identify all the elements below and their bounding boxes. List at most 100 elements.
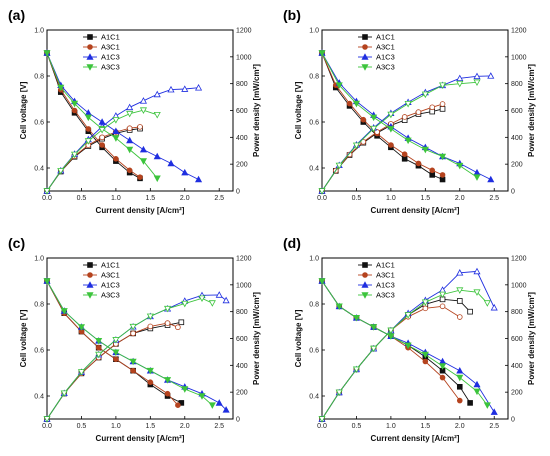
y2-tick-label: 800 bbox=[511, 309, 523, 316]
voltage-point bbox=[147, 379, 154, 386]
voltage-point bbox=[415, 160, 422, 167]
power-point bbox=[318, 188, 326, 195]
legend-label: A3C1 bbox=[376, 271, 395, 280]
y2-tick-label: 0 bbox=[511, 417, 515, 424]
power-point bbox=[77, 369, 85, 376]
voltage-point bbox=[456, 374, 464, 382]
power-point bbox=[456, 74, 464, 82]
y2-tick-label: 800 bbox=[236, 309, 248, 316]
legend-marker bbox=[86, 53, 94, 60]
panel-label: (b) bbox=[283, 7, 301, 23]
voltage-point bbox=[146, 367, 154, 375]
x-tick-label: 2.5 bbox=[214, 423, 224, 430]
voltage-point bbox=[126, 136, 134, 144]
voltage-point bbox=[95, 344, 102, 351]
power-point bbox=[490, 303, 498, 311]
x-tick-label: 1.0 bbox=[111, 195, 121, 202]
x-tick-label: 1.0 bbox=[386, 423, 396, 430]
power-line-A3C3 bbox=[321, 81, 478, 192]
power-point bbox=[439, 303, 446, 310]
voltage-point bbox=[84, 114, 92, 122]
power-point bbox=[422, 305, 429, 312]
voltage-point bbox=[439, 363, 447, 370]
power-line-A1C1 bbox=[46, 321, 182, 420]
power-point bbox=[178, 319, 185, 326]
x-tick-label: 2.0 bbox=[455, 195, 465, 202]
y2-tick-label: 0 bbox=[236, 189, 240, 196]
voltage-point bbox=[335, 82, 343, 89]
legend-marker bbox=[361, 281, 369, 288]
voltage-point bbox=[181, 386, 189, 393]
power-line-A3C3 bbox=[321, 289, 488, 420]
y-tick-label: 1.0 bbox=[34, 256, 44, 263]
y-tick-label: 0.4 bbox=[309, 166, 319, 173]
x-tick-label: 2.0 bbox=[180, 195, 190, 202]
legend-marker bbox=[87, 272, 93, 278]
power-point bbox=[335, 389, 343, 397]
power-point bbox=[84, 138, 92, 145]
voltage-point bbox=[139, 145, 147, 153]
legend-label: A3C3 bbox=[376, 63, 395, 72]
voltage-point bbox=[421, 146, 429, 154]
voltage-point bbox=[77, 324, 85, 331]
y2-tick-label: 400 bbox=[511, 135, 523, 142]
legend-label: A3C3 bbox=[376, 291, 395, 300]
power-point bbox=[112, 117, 120, 124]
power-point bbox=[71, 151, 79, 159]
x-tick-label: 1.5 bbox=[145, 423, 155, 430]
y2-tick-label: 800 bbox=[236, 81, 248, 88]
power-point bbox=[473, 72, 481, 80]
power-line-A3C1 bbox=[321, 305, 461, 420]
x-tick-label: 0.0 bbox=[317, 423, 327, 430]
y2-tick-label: 1000 bbox=[236, 54, 252, 61]
power-point bbox=[146, 313, 154, 321]
voltage-point bbox=[43, 278, 51, 285]
y2-tick-label: 200 bbox=[511, 390, 523, 397]
voltage-point bbox=[346, 100, 353, 107]
power-point bbox=[153, 111, 161, 119]
voltage-point bbox=[473, 174, 481, 181]
power-line-A1C1 bbox=[321, 298, 471, 420]
power-point bbox=[57, 168, 65, 175]
x-tick-label: 2.0 bbox=[455, 423, 465, 430]
power-point bbox=[335, 162, 343, 170]
x-axis-label: Current density [A/cm²] bbox=[371, 434, 460, 443]
voltage-point bbox=[215, 399, 223, 406]
voltage-point bbox=[404, 342, 412, 350]
power-point bbox=[318, 416, 326, 423]
voltage-point bbox=[401, 151, 408, 158]
power-point bbox=[487, 72, 495, 79]
voltage-point bbox=[71, 100, 79, 108]
voltage-point bbox=[164, 390, 171, 397]
power-point bbox=[198, 295, 206, 302]
x-tick-label: 2.0 bbox=[180, 423, 190, 430]
power-point bbox=[181, 85, 189, 92]
power-point bbox=[139, 97, 147, 104]
chart-panel-3: (c) 0.0 0.5 1.0 1.5 2.0 2.5 0.4 0.6 0.8 1.0 0 200 400… bbox=[8, 235, 261, 443]
power-point bbox=[404, 312, 412, 319]
y-tick-label: 1.0 bbox=[309, 28, 319, 35]
power-point bbox=[483, 300, 491, 307]
power-point bbox=[164, 305, 172, 313]
power-point bbox=[129, 323, 137, 331]
voltage-point bbox=[429, 172, 436, 178]
power-point bbox=[167, 85, 175, 93]
voltage-point bbox=[439, 172, 446, 178]
power-point bbox=[473, 289, 481, 296]
voltage-point bbox=[422, 358, 429, 365]
y2-axis-label: Power density [mW/cm²] bbox=[527, 64, 536, 157]
voltage-point bbox=[467, 400, 473, 406]
power-point bbox=[421, 91, 429, 99]
power-point bbox=[95, 351, 103, 359]
power-point bbox=[222, 296, 230, 304]
x-tick-label: 0.0 bbox=[42, 195, 52, 202]
voltage-point bbox=[126, 146, 134, 154]
y2-tick-label: 1200 bbox=[236, 256, 252, 263]
series-A3C3 bbox=[43, 278, 216, 423]
voltage-point bbox=[95, 338, 103, 345]
voltage-point bbox=[164, 377, 172, 384]
power-point bbox=[352, 366, 360, 374]
